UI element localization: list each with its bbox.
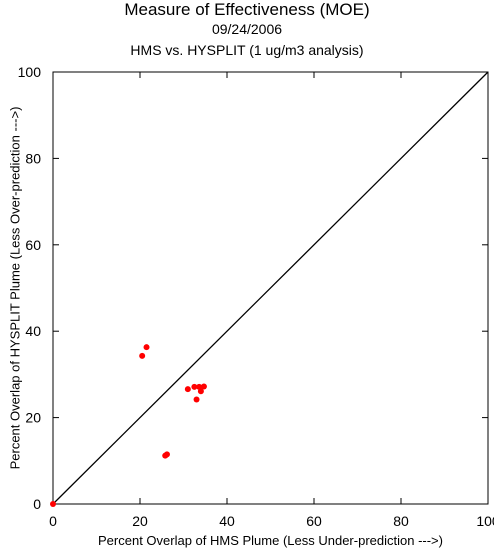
x-tick-label: 80 [393,513,409,529]
y-tick-label: 20 [25,410,41,426]
data-point [200,383,207,390]
y-tick-label: 40 [25,323,41,339]
axis-ticks: 0 20 40 60 80 100 0 20 40 60 80 100 [18,64,494,529]
data-point [191,383,198,390]
chart-title: Measure of Effectiveness (MOE) [124,0,370,19]
data-point [143,344,150,351]
chart-date: 09/24/2006 [211,21,283,37]
data-point [50,501,56,507]
data-point [139,352,146,359]
data-points [50,344,207,507]
plot-frame [52,71,489,505]
x-tick-label: 40 [219,513,235,529]
reference-line-group [52,71,489,505]
y-axis-label: Percent Overlap of HYSPLIT Plume (Less O… [8,107,23,470]
reference-line [52,71,489,505]
x-tick-label: 100 [476,513,494,529]
y-tick-label: 0 [33,496,41,512]
data-point [193,396,200,403]
chart-subtitle: HMS vs. HYSPLIT (1 ug/m3 analysis) [130,42,364,58]
data-point [163,451,170,458]
plot-axes [52,71,489,505]
y-tick-label: 80 [25,150,41,166]
x-tick-label: 0 [49,513,57,529]
x-tick-label: 60 [306,513,322,529]
y-tick-label: 100 [18,64,42,80]
x-axis-label: Percent Overlap of HMS Plume (Less Under… [98,533,443,548]
x-tick-label: 20 [132,513,148,529]
data-point [197,388,204,395]
data-point [184,386,191,393]
y-tick-label: 60 [25,237,41,253]
